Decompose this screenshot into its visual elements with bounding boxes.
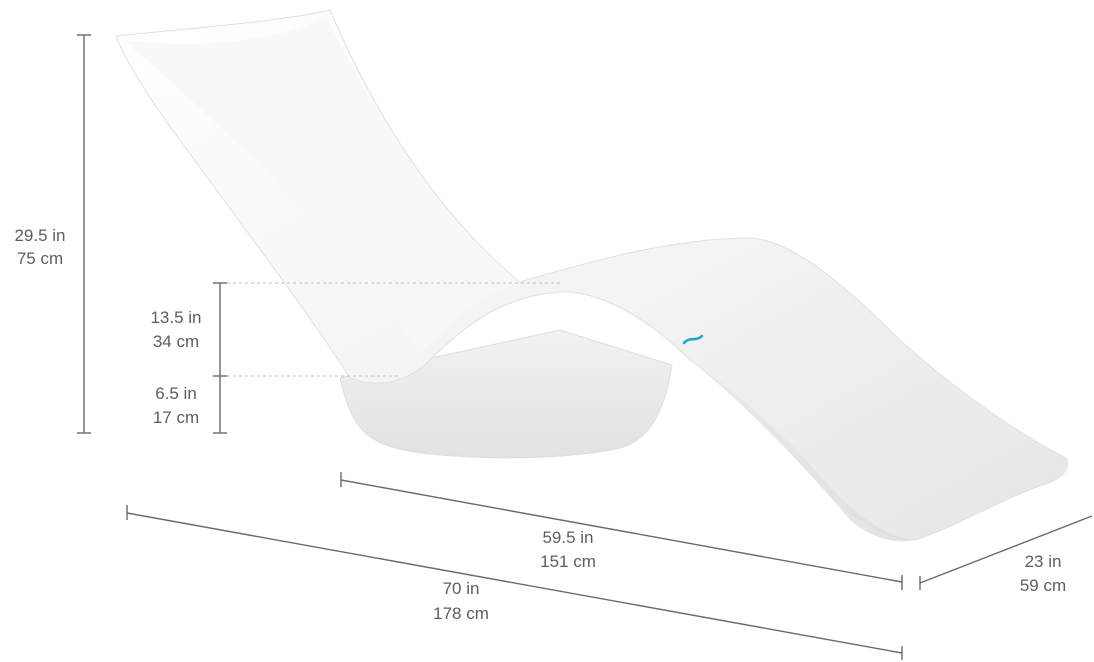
brand-logo-icon (682, 334, 704, 345)
overall-length-metric: 178 cm (433, 604, 489, 623)
seat-lower-imperial: 6.5 in (155, 384, 197, 403)
bed-length-metric: 151 cm (540, 552, 596, 571)
seat-lower-metric: 17 cm (153, 408, 199, 427)
legrest-edge (690, 360, 915, 542)
bed-length-imperial: 59.5 in (542, 528, 593, 547)
overall-height-metric: 75 cm (17, 249, 63, 268)
seat-upper-metric: 34 cm (153, 332, 199, 351)
seat-height-dimension: 13.5 in 34 cm 6.5 in 17 cm (150, 282, 227, 434)
backrest-surface (124, 16, 520, 355)
width-dimension: 23 in 59 cm (919, 515, 1093, 595)
bed-length-dimension: 59.5 in 151 cm (340, 472, 903, 590)
overall-length-dimension: 70 in 178 cm (126, 505, 903, 660)
overall-height-imperial: 29.5 in (14, 226, 65, 245)
chaise-lounge-illustration (115, 9, 1068, 542)
overall-length-imperial: 70 in (443, 579, 480, 598)
seat-upper-imperial: 13.5 in (150, 308, 201, 327)
width-metric: 59 cm (1020, 576, 1066, 595)
overall-height-dimension: 29.5 in 75 cm (14, 34, 91, 434)
width-imperial: 23 in (1025, 552, 1062, 571)
